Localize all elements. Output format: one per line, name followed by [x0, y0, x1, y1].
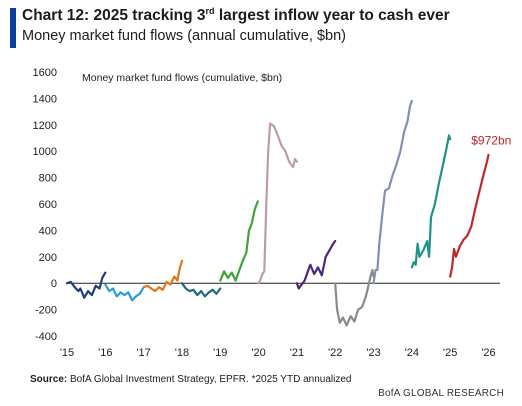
series-line-2018 [180, 282, 222, 298]
x-tick-label: '16 [98, 347, 112, 359]
chart-inner-title: Money market fund flows (cumulative, $bn… [82, 72, 282, 84]
brand-label: BofA GLOBAL RESEARCH [378, 388, 504, 399]
y-tick-label: 600 [39, 199, 57, 211]
source-note: Source: BofA Global Investment Strategy,… [30, 374, 352, 385]
chart-subtitle: Money market fund flows (annual cumulati… [22, 28, 346, 44]
x-axis-ticks: '15 '16 '17 '18 '19 '20 '21 '22 '23 '24 '25 '26 [60, 347, 496, 359]
x-tick-label: '24 [405, 347, 419, 359]
x-tick-label: '18 [175, 347, 189, 359]
series-lines [65, 99, 490, 327]
x-tick-label: '17 [136, 347, 150, 359]
y-tick-label: 1200 [33, 120, 57, 132]
series-line-2024 [410, 134, 452, 269]
chart-title: Chart 12: 2025 tracking 3rd largest infl… [22, 6, 450, 25]
series-line-2015 [65, 271, 107, 299]
series-line-2016 [104, 283, 144, 302]
series-line-2019 [219, 200, 259, 282]
series-line-2020 [257, 122, 298, 285]
series-line-2017 [142, 259, 184, 293]
series-line-2022 [334, 268, 375, 327]
x-tick-label: '19 [213, 347, 227, 359]
x-tick-label: '22 [328, 347, 342, 359]
y-tick-label: -400 [35, 331, 57, 343]
y-axis-ticks: -400 -200 0 200 400 600 800 1000 1200 1400 1600 [33, 67, 57, 343]
latest-value-annotation: $972bn [471, 134, 511, 148]
x-tick-label: '23 [366, 347, 380, 359]
y-tick-label: 1600 [33, 67, 57, 79]
y-tick-label: 200 [39, 252, 57, 264]
title-accent-bar [10, 8, 16, 48]
x-tick-label: '15 [60, 347, 74, 359]
x-tick-label: '25 [443, 347, 457, 359]
x-tick-label: '20 [251, 347, 265, 359]
series-line-2023 [372, 99, 413, 285]
y-tick-label: 0 [51, 278, 57, 290]
series-line-2025 [449, 153, 490, 278]
y-tick-label: 1400 [33, 93, 57, 105]
y-tick-label: 400 [39, 225, 57, 237]
y-tick-label: -200 [35, 305, 57, 317]
x-tick-label: '21 [290, 347, 304, 359]
y-tick-label: 800 [39, 173, 57, 185]
x-tick-label: '26 [481, 347, 495, 359]
y-tick-label: 1000 [33, 146, 57, 158]
series-line-2021 [295, 239, 337, 290]
